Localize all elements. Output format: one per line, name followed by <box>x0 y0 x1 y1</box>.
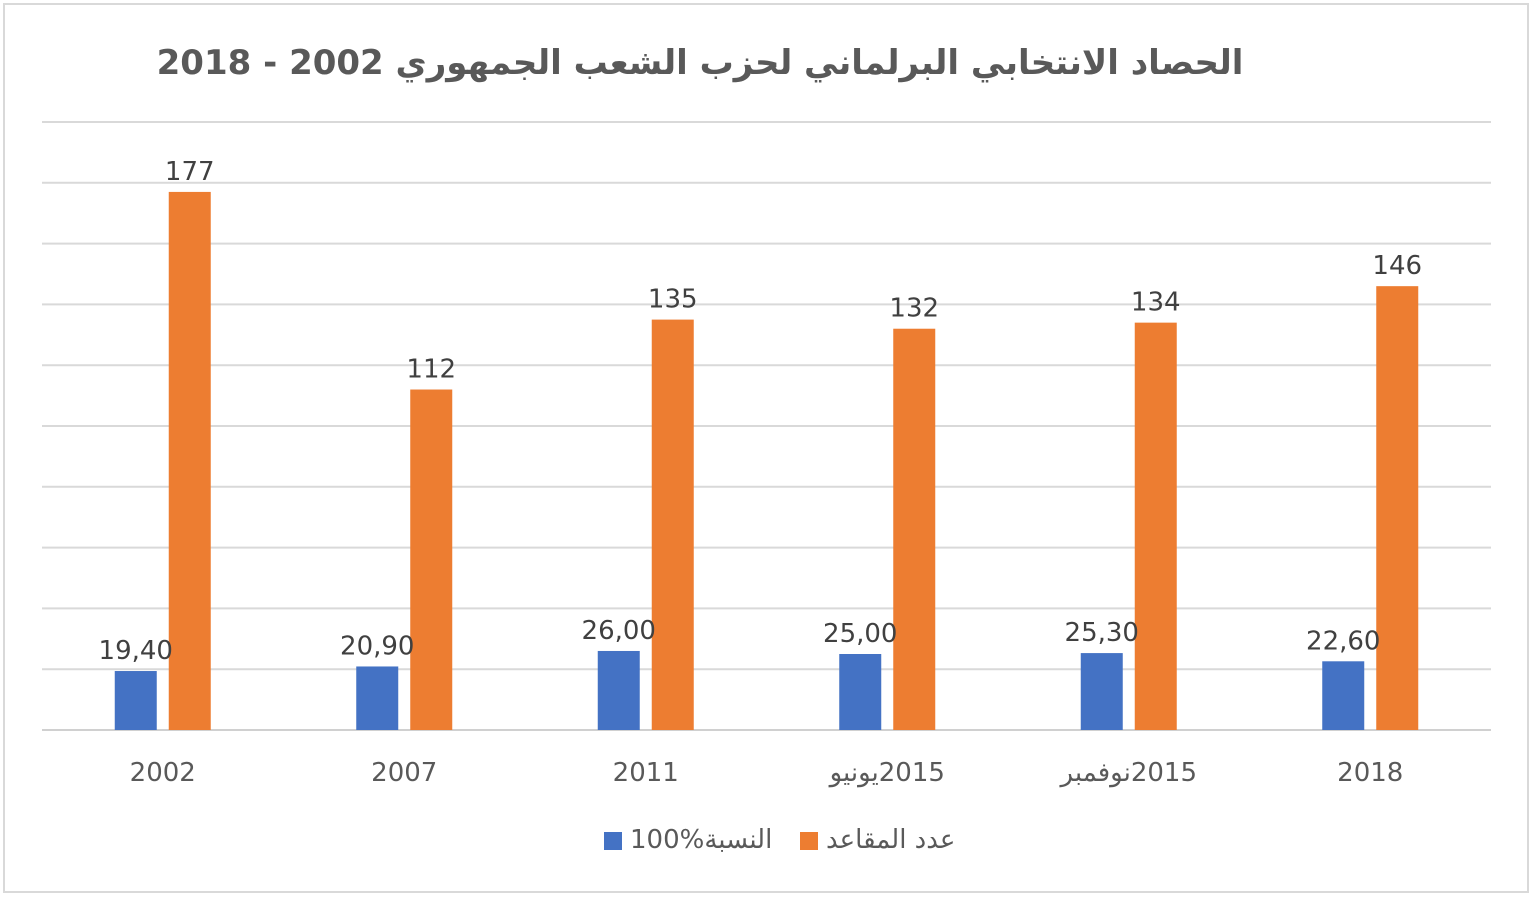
bar-percent-5 <box>1080 653 1123 730</box>
data-label-seats-2: 112 <box>406 355 456 385</box>
chart-frame <box>3 3 1529 893</box>
bar-seats-5 <box>1134 322 1177 730</box>
bar-seats-3 <box>651 319 694 730</box>
legend-label-seats: عدد المقاعد <box>826 825 955 855</box>
bar-seats-2 <box>410 389 453 730</box>
data-label-seats-3: 135 <box>648 285 698 315</box>
data-label-percent-5: 25,30 <box>1065 618 1139 648</box>
data-label-percent-1: 19,40 <box>99 636 173 666</box>
legend-swatch-seats <box>800 832 818 850</box>
data-label-percent-6: 22,60 <box>1306 626 1380 656</box>
bar-percent-1 <box>114 671 157 730</box>
bar-percent-3 <box>597 650 640 730</box>
data-label-percent-2: 20,90 <box>340 631 414 661</box>
data-label-seats-4: 132 <box>889 294 939 324</box>
legend-label-percent: النسبة%100 <box>630 825 772 855</box>
x-tick-label: 2018 <box>1337 758 1403 788</box>
gridlines <box>42 121 1491 731</box>
data-label-seats-1: 177 <box>165 157 215 187</box>
chart-title: الحصاد الانتخابي البرلماني لحزب الشعب ال… <box>157 43 1244 83</box>
data-label-seats-5: 134 <box>1131 288 1181 318</box>
x-tick-label: 2015نوفمبر <box>1059 758 1198 788</box>
x-tick-label: 2015يونيو <box>828 758 945 788</box>
x-tick-label: 2011 <box>613 758 679 788</box>
data-label-percent-3: 26,00 <box>582 616 656 646</box>
legend: النسبة%100 عدد المقاعد <box>604 825 955 855</box>
bar-seats-4 <box>893 328 936 730</box>
data-labels: 19,40 177 20,90 112 26,00 135 25,00 132 25,30 134… <box>99 157 1423 666</box>
bar-percent-4 <box>839 654 882 730</box>
bar-seats-1 <box>168 191 211 731</box>
data-label-seats-6: 146 <box>1372 251 1422 281</box>
data-label-percent-4: 25,00 <box>823 619 897 649</box>
bar-seats-6 <box>1376 286 1419 730</box>
legend-swatch-percent <box>604 832 622 850</box>
x-tick-label: 2007 <box>371 758 437 788</box>
bar-percent-6 <box>1322 661 1365 730</box>
bars <box>114 191 1419 731</box>
x-tick-labels: 2002 2007 2011 2015يونيو 2015نوفمبر 2018 <box>130 758 1404 788</box>
bar-percent-2 <box>356 666 399 730</box>
x-tick-label: 2002 <box>130 758 196 788</box>
